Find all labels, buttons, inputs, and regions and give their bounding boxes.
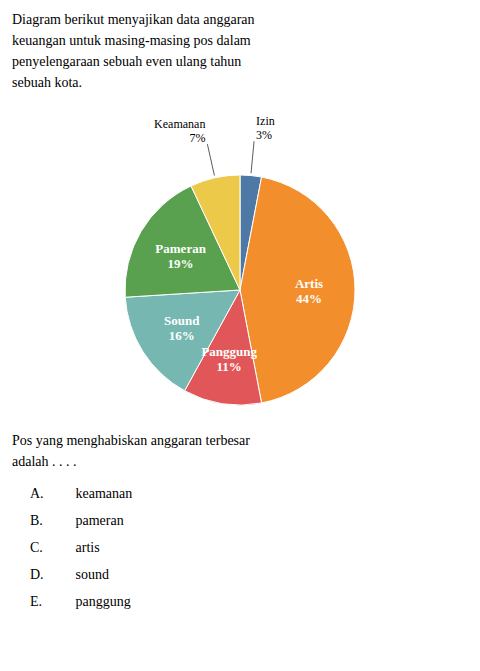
data-label-value: 7%: [189, 131, 205, 145]
option: D. sound: [30, 567, 109, 582]
data-label-category: Artis: [295, 276, 323, 291]
data-labels: Izin3%Artis44%Panggung11%Sound16%Pameran…: [154, 114, 323, 374]
option: A. keamanan: [30, 486, 132, 501]
data-label: Sound16%: [164, 313, 200, 343]
option: C. artis: [30, 540, 100, 555]
option: E. panggung: [30, 594, 131, 609]
data-label-category: Izin: [256, 114, 275, 128]
data-label: Panggung11%: [201, 344, 257, 374]
pie: [125, 175, 355, 405]
leader-line: [207, 144, 214, 175]
data-label-category: Panggung: [201, 344, 257, 359]
slice: [240, 177, 355, 403]
data-label: Pameran19%: [155, 241, 206, 271]
slice: [191, 175, 240, 290]
data-label: Izin3%: [256, 114, 275, 142]
leader-line: [251, 141, 254, 173]
option: B. pameran: [30, 513, 124, 528]
question: Pos yang menghabiskan anggaran terbesara…: [12, 433, 250, 469]
slice: [125, 290, 240, 391]
data-label-category: Keamanan: [154, 117, 205, 131]
data-label: Keamanan7%: [154, 117, 205, 145]
chart: Diagram berikut menyajikan data anggaran…: [0, 0, 480, 671]
data-label-value: 44%: [296, 291, 322, 306]
data-label-category: Sound: [164, 313, 200, 328]
data-label-value: 19%: [168, 256, 194, 271]
title: Diagram berikut menyajikan data anggaran…: [12, 12, 255, 90]
data-label-value: 16%: [169, 328, 195, 343]
data-label: Artis44%: [295, 276, 323, 306]
data-label-value: 3%: [256, 128, 272, 142]
data-label-category: Pameran: [155, 241, 206, 256]
data-label-value: 11%: [217, 359, 242, 374]
